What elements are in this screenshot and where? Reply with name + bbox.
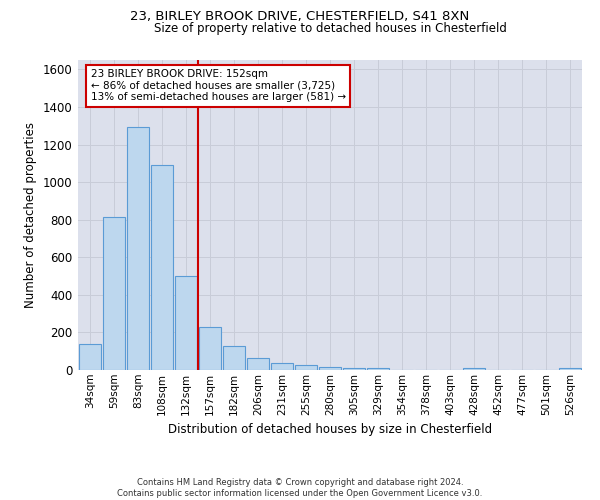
Title: Size of property relative to detached houses in Chesterfield: Size of property relative to detached ho… — [154, 22, 506, 35]
Bar — [463, 368, 485, 370]
Bar — [295, 364, 317, 370]
Bar — [343, 368, 365, 370]
Bar — [367, 368, 389, 370]
Bar — [199, 327, 221, 370]
Text: Contains HM Land Registry data © Crown copyright and database right 2024.
Contai: Contains HM Land Registry data © Crown c… — [118, 478, 482, 498]
Text: 23, BIRLEY BROOK DRIVE, CHESTERFIELD, S41 8XN: 23, BIRLEY BROOK DRIVE, CHESTERFIELD, S4… — [130, 10, 470, 23]
Bar — [175, 276, 197, 370]
Bar — [271, 363, 293, 370]
Bar — [223, 346, 245, 370]
Bar — [127, 126, 149, 370]
Text: 23 BIRLEY BROOK DRIVE: 152sqm
← 86% of detached houses are smaller (3,725)
13% o: 23 BIRLEY BROOK DRIVE: 152sqm ← 86% of d… — [91, 70, 346, 102]
X-axis label: Distribution of detached houses by size in Chesterfield: Distribution of detached houses by size … — [168, 423, 492, 436]
Bar — [151, 165, 173, 370]
Bar — [247, 358, 269, 370]
Bar — [319, 367, 341, 370]
Bar — [79, 344, 101, 370]
Bar — [559, 368, 581, 370]
Y-axis label: Number of detached properties: Number of detached properties — [24, 122, 37, 308]
Bar — [103, 217, 125, 370]
